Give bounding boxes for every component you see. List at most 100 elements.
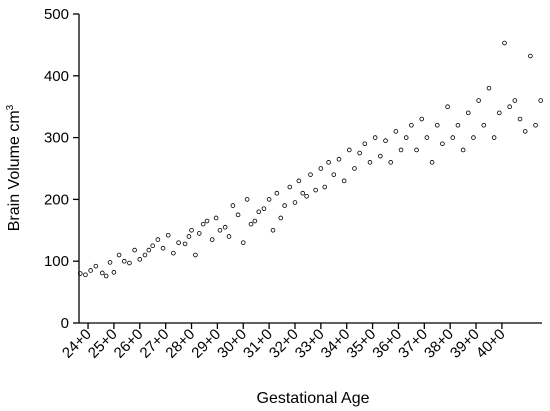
data-point (383, 138, 388, 143)
data-point (336, 156, 342, 162)
data-point (252, 218, 258, 224)
data-point (398, 147, 404, 153)
data-point (352, 166, 357, 171)
data-point (486, 85, 492, 91)
data-point (282, 203, 287, 208)
data-point (182, 241, 188, 247)
data-point (127, 260, 132, 266)
data-point (341, 178, 347, 184)
data-point (132, 247, 137, 253)
data-point (193, 252, 198, 258)
data-point (266, 197, 272, 202)
data-point (93, 263, 99, 269)
data-point (189, 228, 194, 233)
data-point (362, 141, 368, 147)
data-point (222, 224, 228, 230)
data-point (270, 228, 276, 233)
data-point (77, 271, 83, 276)
data-point (235, 212, 241, 218)
data-point (292, 200, 298, 205)
x-axis: 24+025+026+027+028+029+030+031+032+033+0… (59, 322, 542, 362)
data-point (278, 215, 284, 221)
y-tick-label: 0 (61, 315, 69, 332)
y-tick-label: 500 (44, 6, 69, 23)
data-point (146, 247, 152, 253)
data-point (83, 272, 88, 278)
data-point (367, 160, 373, 165)
data-point (378, 153, 383, 159)
data-point (150, 243, 156, 249)
data-point (274, 190, 280, 196)
data-point (88, 268, 93, 273)
data-point (111, 270, 117, 275)
data-points (77, 40, 544, 279)
data-point (522, 129, 528, 134)
data-point (240, 240, 246, 245)
data-point (419, 116, 425, 122)
data-point (476, 98, 481, 103)
data-point (296, 178, 302, 184)
data-point (196, 231, 202, 236)
data-point (142, 252, 148, 258)
data-point (304, 194, 309, 199)
data-point (434, 122, 440, 128)
data-point (507, 104, 512, 109)
data-point (326, 160, 331, 165)
data-point (393, 129, 399, 134)
data-point (121, 258, 127, 264)
data-point (160, 245, 166, 251)
data-point (455, 122, 461, 128)
data-point (491, 135, 497, 140)
data-point (261, 206, 267, 211)
x-axis-title: Gestational Age (257, 390, 370, 407)
data-point (465, 110, 471, 116)
data-point (331, 172, 337, 177)
data-point (502, 40, 507, 46)
y-tick-label: 400 (44, 68, 69, 85)
data-point (538, 98, 544, 103)
data-point (409, 122, 414, 128)
data-point (414, 147, 419, 153)
data-point (424, 135, 430, 140)
data-point (248, 221, 254, 227)
data-point (287, 184, 293, 190)
data-point (308, 172, 313, 177)
y-axis: 0 100 200 300 400 500 (44, 6, 80, 332)
data-point (244, 197, 250, 202)
data-point (322, 184, 328, 190)
data-point (107, 260, 113, 265)
y-axis-title-superscript: 3 (5, 104, 16, 110)
data-point (186, 234, 192, 239)
y-tick-label: 200 (44, 191, 69, 208)
data-point (313, 187, 318, 193)
data-point (209, 237, 215, 242)
data-point (346, 147, 352, 153)
y-tick-label: 300 (44, 130, 69, 147)
data-point (176, 240, 181, 245)
y-axis-title-text: Brain Volume cm (6, 110, 23, 231)
data-point (99, 270, 105, 276)
data-point (213, 215, 219, 221)
data-point (460, 147, 466, 153)
x-tick-label: 40+0 (473, 326, 509, 362)
data-point (171, 250, 176, 256)
data-point (445, 104, 450, 109)
data-point (230, 203, 236, 208)
data-point (517, 116, 523, 122)
data-point (256, 209, 262, 215)
data-point (450, 135, 456, 140)
data-point (318, 166, 324, 171)
data-point (137, 257, 143, 262)
data-point (217, 228, 223, 233)
data-point (528, 53, 533, 59)
data-point (512, 98, 518, 103)
data-point (116, 252, 122, 258)
y-tick-label: 100 (44, 253, 69, 270)
data-point (165, 232, 171, 238)
data-point (357, 150, 362, 156)
data-point (497, 110, 502, 116)
data-point (155, 237, 161, 242)
data-point (440, 141, 445, 147)
data-point (372, 135, 378, 140)
data-point (226, 234, 232, 239)
